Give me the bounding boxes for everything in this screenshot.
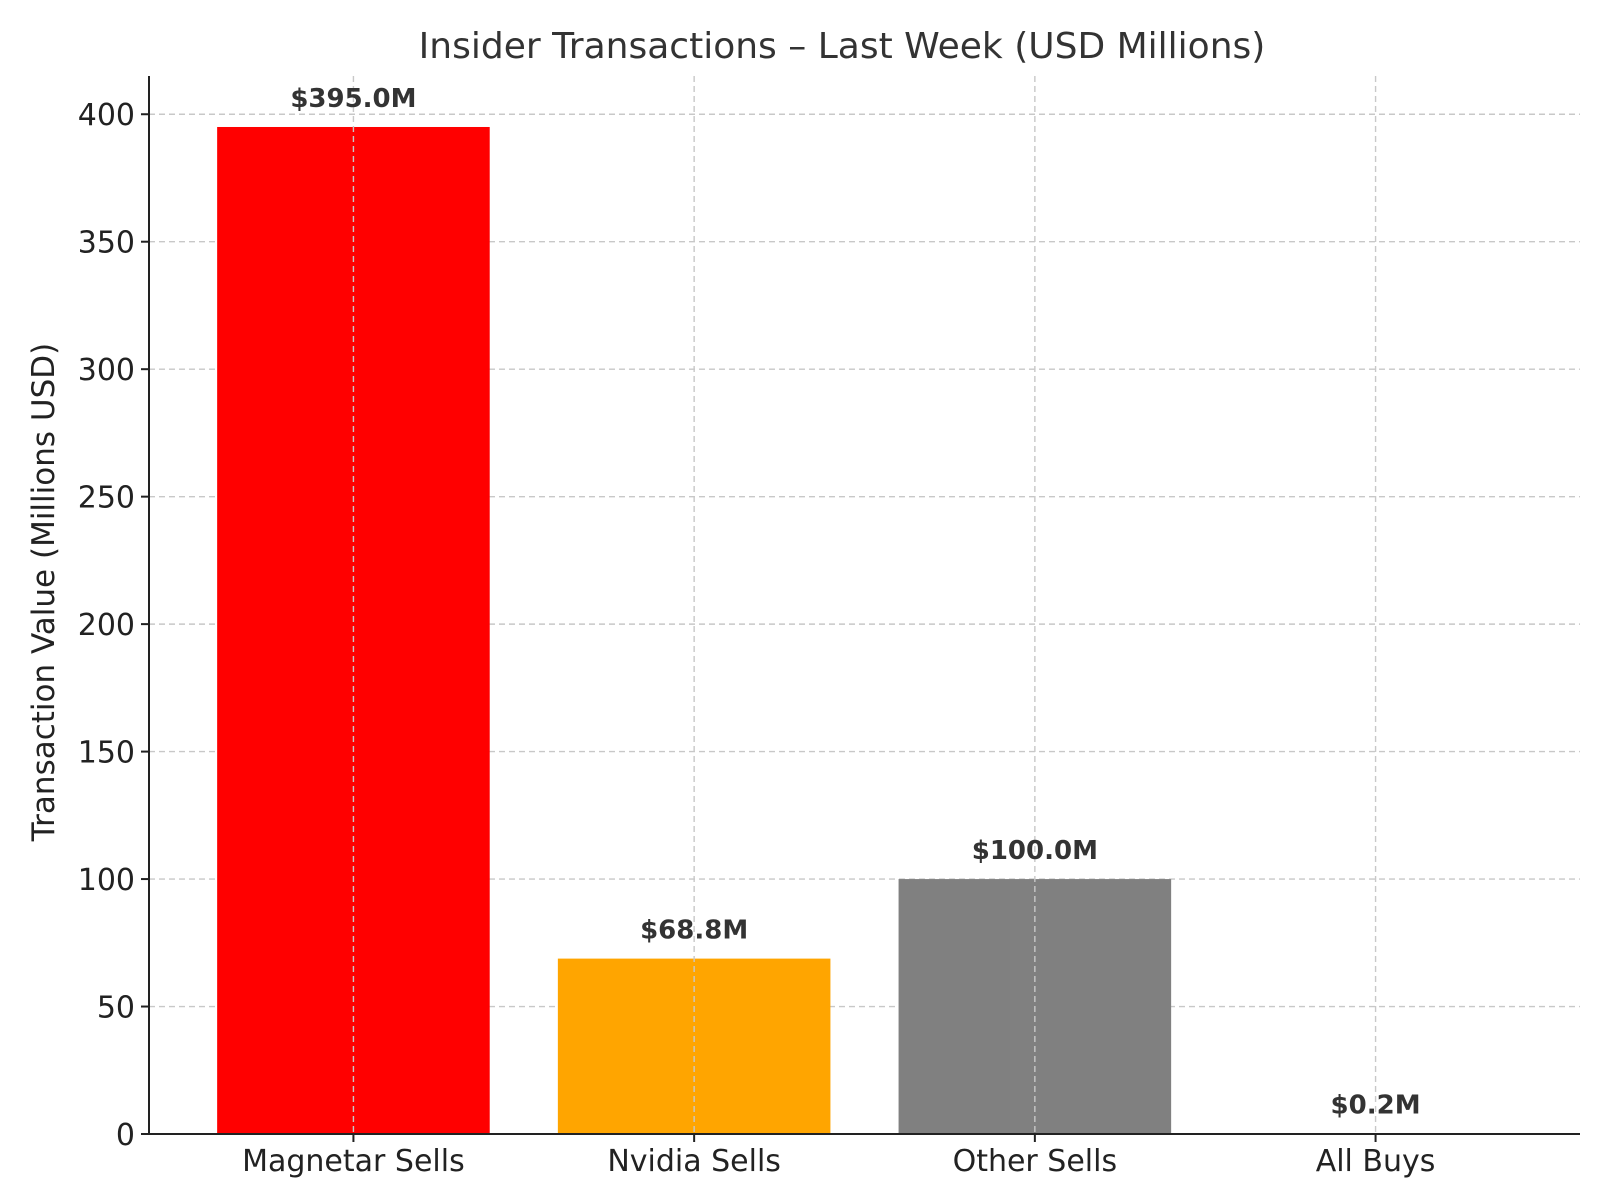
y-tick-label: 50 [97, 991, 135, 1026]
y-tick-label: 0 [116, 1118, 135, 1153]
y-tick-label: 400 [78, 98, 135, 133]
tick-layer: 0 50 100 150 200 250 300 350 400 Magnetar Sells Nv… [78, 98, 1436, 1179]
bar-data-label: $100.0M [972, 836, 1098, 866]
y-tick-label: 250 [78, 481, 135, 516]
x-tick-label: Magnetar Sells [242, 1144, 465, 1179]
y-axis-label: Transaction Value (Millions USD) [26, 343, 62, 842]
y-tick-label: 350 [78, 226, 135, 261]
bar-data-label: $0.2M [1331, 1090, 1421, 1120]
grid-layer [149, 113, 1580, 1135]
data-label-layer: $395.0M $68.8M $100.0M $0.2M [290, 84, 1420, 1121]
y-tick-label: 150 [78, 736, 135, 771]
bar-layer [217, 126, 1512, 1134]
y-tick-label: 100 [78, 863, 135, 898]
bar-data-label: $395.0M [290, 84, 416, 114]
x-tick-label: Other Sells [953, 1144, 1118, 1179]
vertical-grid-layer [352, 76, 1377, 1134]
x-tick-label: All Buys [1316, 1144, 1436, 1179]
y-tick-label: 300 [78, 353, 135, 388]
chart-title: Insider Transactions – Last Week (USD Mi… [419, 26, 1266, 67]
x-tick-label: Nvidia Sells [607, 1144, 781, 1179]
y-tick-label: 200 [78, 608, 135, 643]
bar-data-label: $68.8M [640, 916, 748, 946]
axis-layer [148, 76, 1580, 1135]
